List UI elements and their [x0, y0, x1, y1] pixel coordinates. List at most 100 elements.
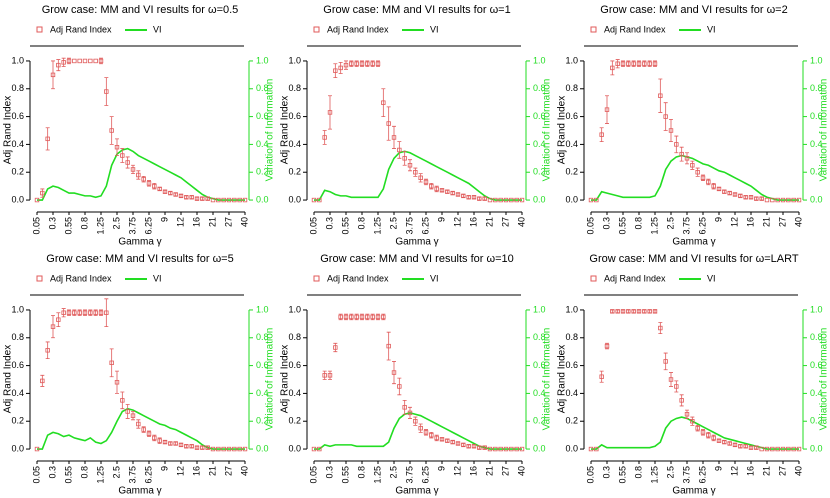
ari-point	[317, 197, 322, 203]
error-bar	[195, 196, 199, 201]
x-tick-label: 6.25	[420, 466, 430, 484]
y-tick-label: 0.2	[11, 167, 24, 177]
error-bar	[104, 298, 109, 328]
ari-point	[397, 147, 402, 153]
x-tick-label: 16	[468, 466, 478, 476]
ari-point	[711, 183, 716, 189]
ari-point	[178, 442, 184, 448]
ari-point	[679, 398, 684, 403]
x-tick-label: 0.05	[31, 217, 41, 235]
error-bar	[477, 196, 482, 201]
legend-label: VI	[153, 24, 162, 34]
ari-point	[434, 435, 439, 441]
ari-point	[242, 197, 248, 203]
ari-point	[210, 197, 216, 203]
error-bar	[168, 441, 173, 446]
x-tick-label: 0.8	[356, 217, 366, 230]
panel: Grow case: MM and VI results for ω=0.5 Ad…	[3, 4, 276, 248]
ari-point	[716, 186, 722, 192]
ari-point	[647, 309, 652, 314]
error-bar	[445, 438, 450, 443]
ari-point	[375, 61, 381, 66]
x-tick-label: 27	[500, 466, 510, 476]
x-tick-label: 16	[745, 466, 755, 476]
y-tick-label: 0.8	[565, 83, 578, 93]
ari-point	[104, 89, 109, 94]
error-bar	[445, 189, 450, 194]
ari-point	[391, 135, 397, 140]
x-tick-label: 40	[516, 217, 526, 227]
error-bar	[658, 78, 663, 113]
legend-label: VI	[707, 273, 716, 283]
y-tick-label: 0.6	[11, 360, 24, 370]
error-bar	[754, 445, 759, 450]
ari-point	[40, 190, 45, 196]
ari-point	[631, 61, 636, 66]
error-bar	[333, 342, 338, 353]
ari-point	[775, 446, 780, 452]
ari-point	[477, 196, 482, 201]
ari-point	[743, 444, 748, 449]
ari-point	[780, 197, 786, 203]
ari-point	[120, 153, 125, 158]
error-bar	[610, 60, 615, 76]
ari-point	[157, 186, 162, 192]
x-tick-label: 3.75	[127, 466, 137, 484]
error-bar	[115, 138, 119, 156]
error-bar	[637, 309, 641, 314]
chart-title: Grow case: MM and VI results for ω=LART	[589, 253, 798, 265]
x-axis-label: Gamma γ	[672, 237, 715, 248]
error-bar	[743, 444, 748, 449]
error-bar	[168, 191, 173, 195]
ari-point	[626, 309, 631, 314]
error-bar	[722, 440, 727, 444]
ari-point	[370, 314, 375, 320]
ari-point	[748, 195, 754, 200]
ari-point	[487, 197, 493, 203]
y-tick-label: 0.0	[565, 443, 578, 453]
ari-point	[450, 439, 455, 445]
ari-point	[588, 446, 594, 452]
ari-point	[738, 193, 743, 199]
ari-point	[450, 190, 455, 196]
legend-label: VI	[707, 24, 716, 34]
error-bar	[163, 189, 167, 194]
x-tick-label: 27	[777, 466, 787, 476]
y-tick-label: 0.6	[288, 111, 301, 121]
x-tick-label: 0.05	[31, 466, 41, 484]
x-tick-label: 1.25	[372, 217, 382, 235]
ari-point	[184, 444, 189, 449]
x-tick-label: 3.75	[127, 217, 137, 235]
x-tick-label: 16	[191, 217, 201, 227]
error-bar	[450, 191, 455, 195]
x-tick-label: 27	[777, 217, 787, 227]
x-tick-label: 0.05	[585, 217, 595, 235]
legend-label: VI	[430, 24, 439, 34]
ari-point	[477, 445, 482, 450]
x-tick-label: 21	[484, 466, 494, 476]
x-tick-label: 21	[207, 217, 217, 227]
error-bar	[727, 441, 732, 446]
ari-point	[50, 324, 56, 329]
ari-point	[658, 325, 663, 331]
ari-point	[493, 446, 498, 452]
ari-point	[311, 197, 317, 203]
error-bar	[51, 60, 55, 90]
x-tick-label: 16	[745, 217, 755, 227]
x-tick-label: 0.3	[324, 217, 334, 230]
vi-line	[314, 412, 522, 450]
x-tick-label: 0.3	[47, 466, 57, 479]
ari-point	[700, 175, 706, 180]
ari-point	[338, 65, 343, 71]
ari-point	[141, 427, 146, 432]
ari-point	[434, 186, 439, 192]
ari-point	[732, 192, 738, 197]
y2-axis-label: Variation of Information	[819, 79, 830, 182]
y-tick-label: 0.8	[288, 332, 301, 342]
ari-point	[482, 196, 487, 201]
ari-point	[226, 197, 232, 203]
ari-point	[141, 176, 146, 182]
ari-point	[45, 136, 50, 142]
ari-point	[594, 197, 599, 203]
y2-tick-label: 1.0	[533, 304, 546, 314]
